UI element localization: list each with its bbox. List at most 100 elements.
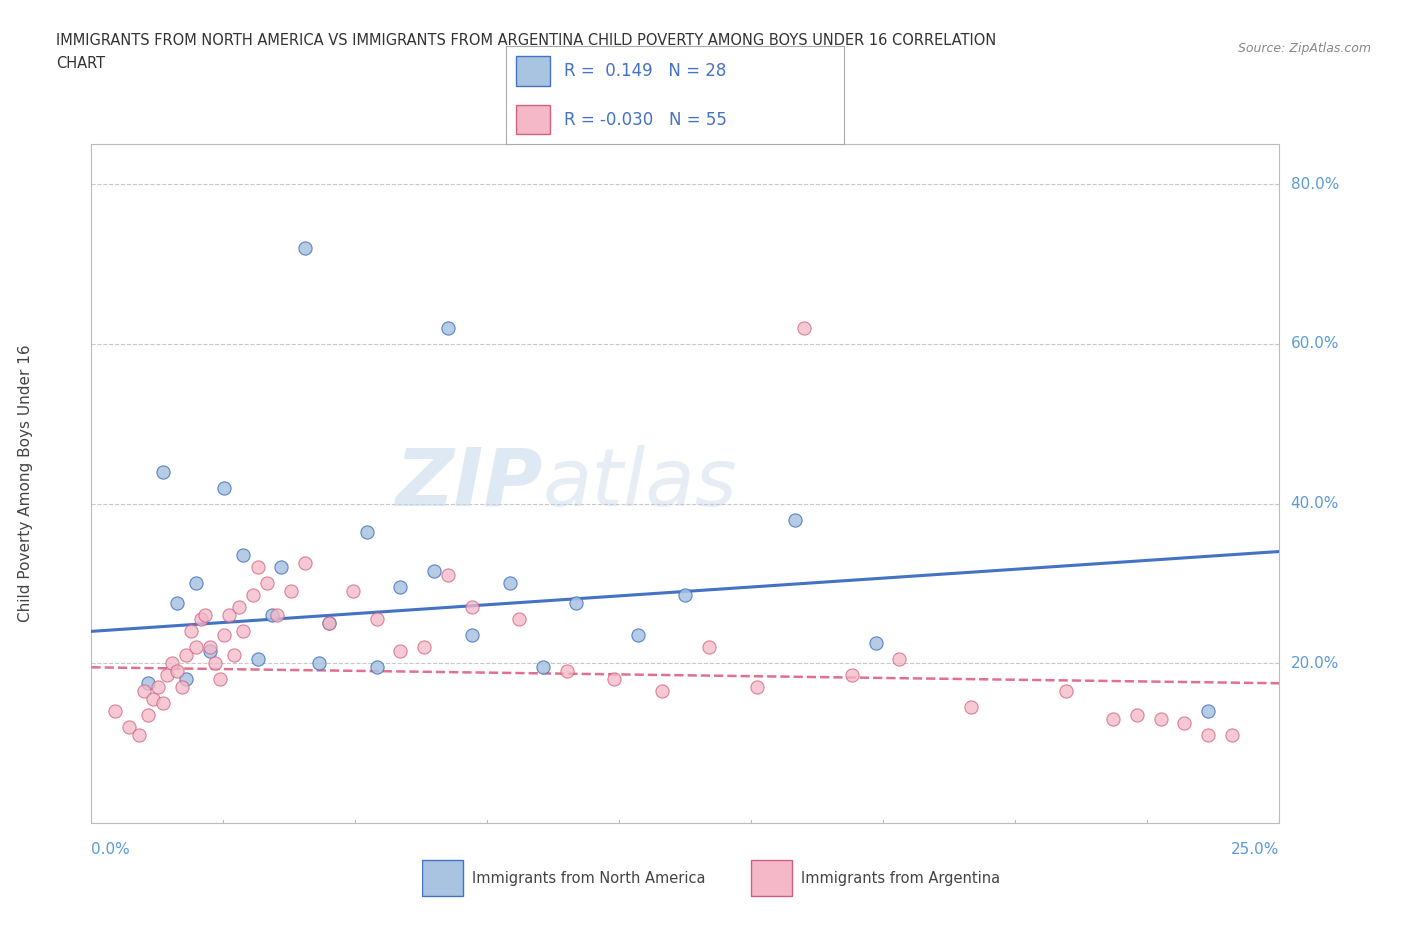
Point bbox=[132, 684, 155, 698]
Point bbox=[200, 640, 222, 655]
Point bbox=[146, 680, 169, 695]
Point bbox=[555, 664, 578, 679]
Point bbox=[270, 560, 292, 575]
Point bbox=[184, 576, 207, 591]
Point bbox=[232, 548, 254, 563]
Point bbox=[128, 728, 150, 743]
Point bbox=[342, 584, 364, 599]
Point bbox=[232, 624, 254, 639]
Point bbox=[673, 588, 696, 603]
Text: 40.0%: 40.0% bbox=[1291, 496, 1339, 512]
Bar bbox=[516, 56, 550, 86]
Point bbox=[366, 660, 388, 675]
Point bbox=[280, 584, 302, 599]
Point bbox=[176, 648, 198, 663]
Point bbox=[318, 616, 340, 631]
Point bbox=[260, 608, 283, 623]
Text: 60.0%: 60.0% bbox=[1291, 337, 1339, 352]
Point bbox=[152, 464, 174, 479]
Text: R = -0.030   N = 55: R = -0.030 N = 55 bbox=[564, 111, 727, 128]
Point bbox=[1197, 704, 1219, 719]
Point bbox=[318, 616, 340, 631]
Text: atlas: atlas bbox=[543, 445, 738, 523]
Point bbox=[166, 596, 188, 611]
Text: CHART: CHART bbox=[56, 56, 105, 71]
Point bbox=[531, 660, 554, 675]
Point bbox=[242, 588, 264, 603]
Point bbox=[138, 676, 160, 691]
Point bbox=[194, 608, 217, 623]
Point bbox=[1054, 684, 1077, 698]
Point bbox=[959, 699, 981, 714]
Point bbox=[1149, 711, 1171, 726]
Point bbox=[170, 680, 193, 695]
Point bbox=[246, 560, 269, 575]
Point bbox=[1102, 711, 1125, 726]
Point bbox=[422, 564, 444, 578]
Point bbox=[460, 600, 482, 615]
Text: Source: ZipAtlas.com: Source: ZipAtlas.com bbox=[1237, 42, 1371, 55]
Point bbox=[204, 656, 226, 671]
Point bbox=[190, 612, 212, 627]
Point bbox=[246, 652, 269, 667]
Point bbox=[156, 668, 179, 683]
Point bbox=[651, 684, 673, 698]
Point bbox=[1220, 728, 1243, 743]
Point bbox=[184, 640, 207, 655]
Point bbox=[294, 241, 316, 256]
Point bbox=[627, 628, 650, 643]
Bar bbox=[422, 860, 463, 897]
Text: 20.0%: 20.0% bbox=[1291, 656, 1339, 671]
Point bbox=[745, 680, 768, 695]
Point bbox=[460, 628, 482, 643]
Point bbox=[865, 636, 887, 651]
Point bbox=[603, 671, 626, 686]
Point bbox=[166, 664, 188, 679]
Point bbox=[366, 612, 388, 627]
Point bbox=[1197, 728, 1219, 743]
Point bbox=[214, 480, 236, 495]
Text: 25.0%: 25.0% bbox=[1232, 842, 1279, 857]
Point bbox=[118, 720, 141, 735]
Point bbox=[389, 644, 412, 658]
Point bbox=[783, 512, 806, 527]
Point bbox=[498, 576, 520, 591]
Point bbox=[508, 612, 530, 627]
Text: Immigrants from Argentina: Immigrants from Argentina bbox=[801, 870, 1001, 886]
Bar bbox=[516, 105, 550, 135]
Point bbox=[160, 656, 183, 671]
Text: Child Poverty Among Boys Under 16: Child Poverty Among Boys Under 16 bbox=[18, 345, 32, 622]
Point bbox=[152, 696, 174, 711]
Point bbox=[889, 652, 911, 667]
Point bbox=[697, 640, 720, 655]
Point bbox=[294, 556, 316, 571]
Point bbox=[176, 671, 198, 686]
Point bbox=[389, 580, 412, 595]
Text: 80.0%: 80.0% bbox=[1291, 177, 1339, 192]
Bar bbox=[751, 860, 792, 897]
Text: 0.0%: 0.0% bbox=[91, 842, 131, 857]
Point bbox=[1173, 716, 1195, 731]
Point bbox=[565, 596, 588, 611]
Point bbox=[1126, 708, 1149, 723]
Point bbox=[413, 640, 436, 655]
Text: IMMIGRANTS FROM NORTH AMERICA VS IMMIGRANTS FROM ARGENTINA CHILD POVERTY AMONG B: IMMIGRANTS FROM NORTH AMERICA VS IMMIGRA… bbox=[56, 33, 997, 48]
Point bbox=[214, 628, 236, 643]
Point bbox=[228, 600, 250, 615]
Point bbox=[104, 704, 127, 719]
Point bbox=[142, 692, 165, 707]
Point bbox=[841, 668, 863, 683]
Text: Immigrants from North America: Immigrants from North America bbox=[472, 870, 706, 886]
Point bbox=[200, 644, 222, 658]
Point bbox=[356, 525, 378, 539]
Text: R =  0.149   N = 28: R = 0.149 N = 28 bbox=[564, 62, 725, 80]
Point bbox=[208, 671, 231, 686]
Point bbox=[222, 648, 245, 663]
Point bbox=[256, 576, 278, 591]
Point bbox=[436, 568, 458, 583]
Text: ZIP: ZIP bbox=[395, 445, 543, 523]
Point bbox=[218, 608, 240, 623]
Point bbox=[266, 608, 288, 623]
Point bbox=[793, 321, 815, 336]
Point bbox=[180, 624, 202, 639]
